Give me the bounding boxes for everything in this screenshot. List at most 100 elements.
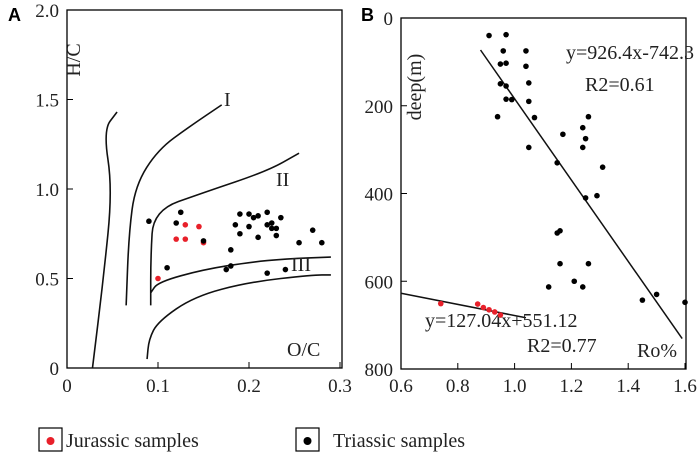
jurassic-point <box>182 236 189 242</box>
triassic-point <box>237 211 243 217</box>
triassic-point <box>599 164 606 170</box>
triassic-point <box>557 260 563 267</box>
triassic-point <box>282 266 289 273</box>
legend-jurassic-marker <box>46 437 55 445</box>
triassic-point <box>526 80 532 86</box>
panel-b-xlabel: Ro% <box>637 340 677 362</box>
jurassic-point <box>491 309 498 315</box>
panel-a-xlabel: O/C <box>287 339 320 361</box>
panel-b-xtick-label: 1.0 <box>503 376 527 397</box>
legend: Jurassic samples Triassic samples <box>38 427 465 452</box>
triassic-point <box>273 225 280 232</box>
panel-a-label: A <box>8 5 21 25</box>
panel-a-xtick-label: 0.3 <box>328 376 352 397</box>
triassic-point <box>200 238 207 244</box>
panel-b-ytick-label: 200 <box>365 97 394 118</box>
jurassic-point <box>497 312 504 318</box>
triassic-point <box>177 209 184 216</box>
panel-a-frame <box>66 9 343 369</box>
triassic-point <box>246 223 252 230</box>
triassic-point <box>503 31 509 38</box>
panel-a-boundaries <box>91 104 331 369</box>
triassic-point <box>500 48 507 54</box>
panel-b-ylabel: deep(m) <box>404 54 426 121</box>
jurassic-point <box>196 223 202 230</box>
boundary-curve-lower <box>146 274 331 360</box>
triassic-point <box>585 260 592 267</box>
panel-b-points <box>437 31 688 318</box>
triassic-point <box>255 213 261 219</box>
triassic-point <box>264 222 271 228</box>
panel-a-ytick-label: 0 <box>50 359 60 380</box>
triassic-point <box>246 211 252 217</box>
fit-line-2 <box>400 292 527 319</box>
triassic-point <box>594 192 600 199</box>
panel-a-ytick-label: 0.5 <box>35 270 59 291</box>
panel-a-ytick-label: 1.5 <box>35 91 59 112</box>
boundary-curve-i <box>91 111 118 369</box>
triassic-point <box>497 81 504 87</box>
jurassic-point <box>182 222 189 228</box>
triassic-point <box>486 32 492 39</box>
jurassic-point <box>155 275 161 282</box>
triassic-point <box>255 234 261 241</box>
kerogen-label-i: I <box>224 89 231 111</box>
panel-b-ytick-label: 400 <box>365 185 394 206</box>
panel-a-ytick-label: 1.0 <box>35 180 59 201</box>
jurassic-point <box>173 236 179 242</box>
triassic-point <box>523 48 529 54</box>
triassic-point <box>494 113 501 120</box>
triassic-point <box>639 297 646 303</box>
triassic-point <box>653 291 660 298</box>
jurassic-point <box>486 306 492 313</box>
triassic-point <box>579 284 586 290</box>
triassic-point <box>268 220 275 226</box>
triassic-point <box>582 135 589 142</box>
triassic-point <box>497 61 504 67</box>
triassic-point <box>503 96 509 102</box>
triassic-point <box>560 131 566 138</box>
triassic-point <box>585 113 592 120</box>
panel-a-xtick-label: 0.1 <box>146 376 170 397</box>
triassic-point <box>309 227 316 233</box>
panel-a-ticks: 0 0.1 0.2 0.3 0 0.5 1.0 1.5 2.0 <box>35 1 352 397</box>
triassic-point <box>582 195 589 201</box>
triassic-point <box>223 266 230 273</box>
triassic-point <box>523 63 529 70</box>
triassic-point <box>531 114 538 121</box>
triassic-point <box>557 227 563 234</box>
triassic-point <box>571 278 578 285</box>
panel-b-ytick-label: 800 <box>365 360 394 381</box>
panel-b-ytick-label: 600 <box>365 272 394 293</box>
boundary-curve-i-upper <box>125 104 223 306</box>
fit-2-r2: R2=0.77 <box>527 335 597 357</box>
fit-1-r2: R2=0.61 <box>585 74 655 96</box>
panel-b-xtick-label: 1.6 <box>673 376 697 397</box>
panel-a-ylabel: H/C <box>63 43 85 76</box>
triassic-point <box>554 159 560 166</box>
legend-jurassic-label: Jurassic samples <box>66 430 199 452</box>
legend-triassic-label: Triassic samples <box>333 430 465 452</box>
triassic-point <box>319 239 325 246</box>
triassic-point <box>250 214 257 221</box>
triassic-point <box>503 60 509 66</box>
triassic-point <box>526 98 532 105</box>
panel-b-fit-lines <box>400 49 683 340</box>
panel-b-ytick-label: 0 <box>384 9 394 30</box>
triassic-point <box>228 263 234 269</box>
fit-line-1 <box>479 49 683 340</box>
jurassic-point <box>474 301 481 307</box>
triassic-point <box>296 239 302 246</box>
fit-2-equation: y=127.04x+551.12 <box>425 310 578 332</box>
panel-a-xtick-label: 0 <box>62 376 72 397</box>
boundary-curve-iii <box>150 256 331 294</box>
triassic-point <box>173 220 179 226</box>
jurassic-point <box>480 304 487 311</box>
triassic-point <box>232 222 239 228</box>
kerogen-label-ii: II <box>276 169 289 191</box>
panel-b-ticks: 0.6 0.8 1.0 1.2 1.4 1.6 0 200 400 600 800 <box>365 9 697 397</box>
triassic-point <box>268 225 275 232</box>
triassic-point <box>228 247 234 253</box>
